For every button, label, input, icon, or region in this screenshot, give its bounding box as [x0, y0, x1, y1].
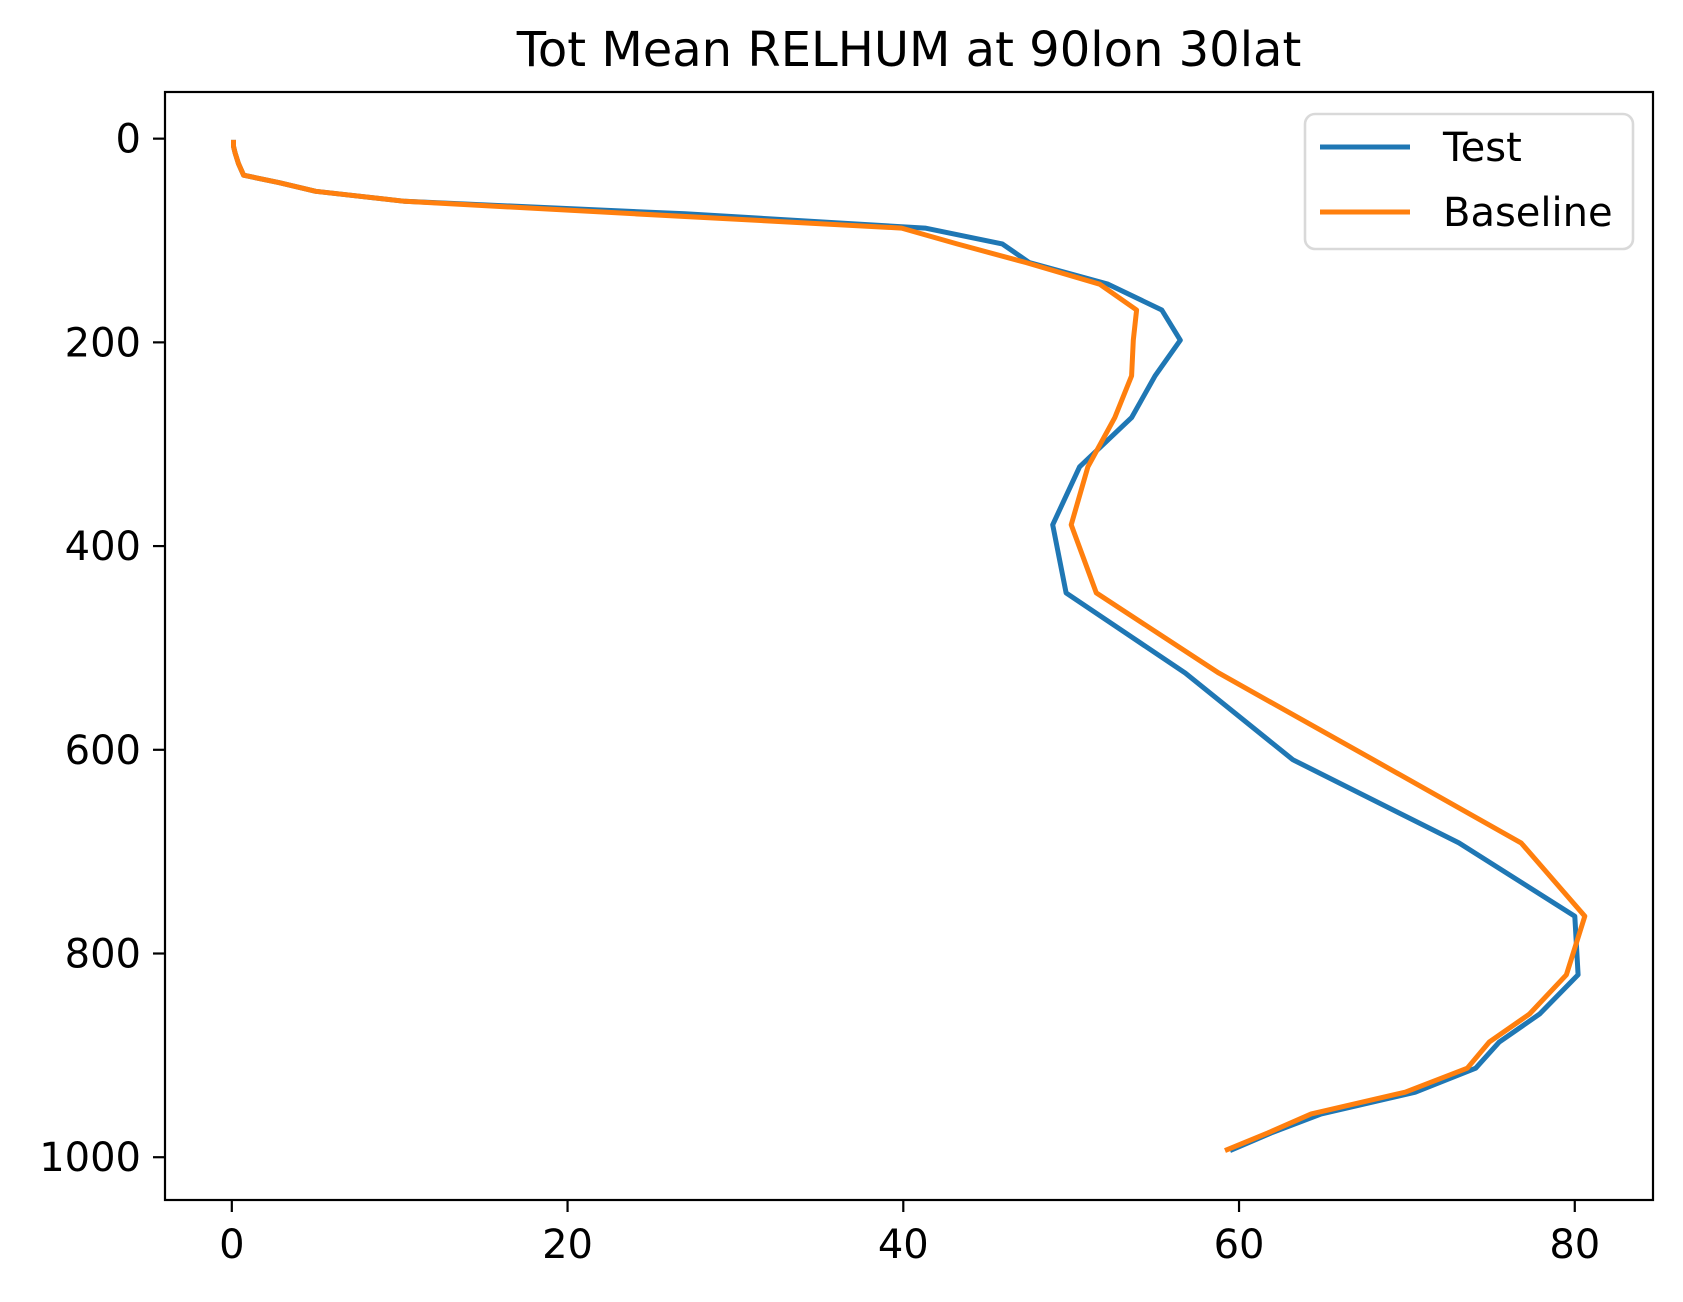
legend-label-test: Test	[1442, 125, 1522, 171]
x-tick-label: 0	[219, 1222, 244, 1268]
plot-area	[165, 92, 1653, 1200]
chart-title: Tot Mean RELHUM at 90lon 30lat	[516, 22, 1302, 78]
y-axis: 0 200 400 600 800 1000	[39, 117, 165, 1181]
x-tick-label: 20	[542, 1222, 593, 1268]
x-tick-label: 40	[878, 1222, 929, 1268]
legend-item-baseline: Baseline	[1320, 190, 1613, 236]
y-tick-label: 200	[65, 320, 141, 366]
x-tick-label: 60	[1214, 1222, 1265, 1268]
series-lines	[231, 139, 1588, 1153]
y-tick-label: 400	[65, 524, 141, 570]
y-tick-label: 800	[65, 932, 141, 978]
y-tick-label: 600	[65, 728, 141, 774]
legend: Test Baseline	[1303, 112, 1635, 251]
y-tick-label: 0	[116, 117, 141, 163]
x-axis: 0 20 40 60 80	[219, 1200, 1600, 1268]
legend-label-baseline: Baseline	[1443, 190, 1613, 236]
x-tick-label: 80	[1549, 1222, 1600, 1268]
y-tick-label: 1000	[39, 1135, 141, 1181]
series-line-baseline	[231, 139, 1588, 1153]
legend-item-test: Test	[1320, 125, 1522, 171]
axes-spines	[163, 90, 1655, 1202]
